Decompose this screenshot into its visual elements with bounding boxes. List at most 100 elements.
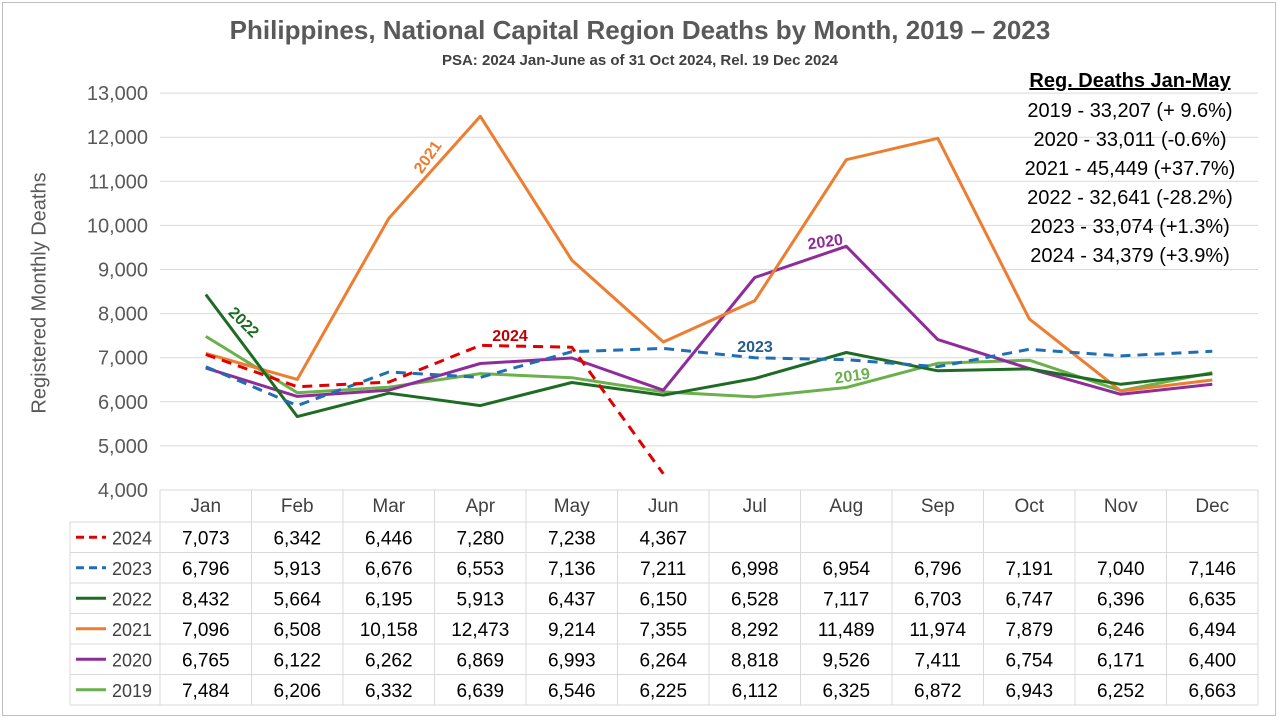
table-series-name: 2020	[112, 650, 152, 670]
table-cell: 7,040	[1097, 559, 1145, 580]
table-cell: 7,146	[1188, 559, 1236, 580]
y-tick-label: 6,000	[98, 392, 148, 414]
x-tick-label: Dec	[1195, 496, 1229, 517]
series-annotation-2024: 2024	[492, 328, 528, 345]
table-cell: 6,639	[456, 681, 504, 702]
table-cell: 7,096	[182, 620, 230, 641]
x-tick-label: Oct	[1014, 496, 1044, 517]
table-cell: 6,246	[1097, 620, 1145, 641]
series-line-2023	[205, 346, 1213, 408]
table-cell: 7,355	[639, 620, 687, 641]
table-cell: 6,252	[1097, 681, 1145, 702]
table-cell: 7,191	[1005, 559, 1053, 580]
table-cell: 6,437	[548, 589, 596, 610]
table-cell: 6,332	[365, 681, 413, 702]
table-series-name: 2021	[112, 620, 152, 640]
summary-item-2020: 2020 - 33,011 (-0.6%)	[1033, 129, 1227, 151]
table-cell: 6,206	[273, 681, 321, 702]
table-series-name: 2024	[112, 528, 152, 548]
y-tick-label: 8,000	[98, 304, 148, 326]
summary-item-2021: 2021 - 45,449 (+37.7%)	[1024, 158, 1236, 180]
table-cell: 4,367	[639, 528, 687, 549]
table-cell: 7,073	[182, 528, 230, 549]
table-cell: 6,869	[456, 650, 504, 671]
table-cell: 8,432	[182, 589, 230, 610]
series-annotation-2021: 2021	[411, 138, 445, 177]
table-cell: 6,342	[273, 528, 321, 549]
chart-title: Philippines, National Capital Region Dea…	[229, 15, 1051, 45]
table-cell: 6,703	[914, 589, 962, 610]
x-tick-label: May	[554, 496, 590, 517]
table-cell: 6,796	[914, 559, 962, 580]
y-tick-label: 11,000	[88, 171, 148, 193]
table-cell: 7,879	[1005, 620, 1053, 641]
table-cell: 6,122	[273, 650, 321, 671]
table-cell: 6,872	[914, 681, 962, 702]
table-cell: 6,553	[456, 559, 504, 580]
table-series-name: 2019	[112, 681, 152, 701]
table-cell: 10,158	[360, 620, 418, 641]
table-cell: 11,489	[818, 620, 875, 641]
table-cell: 6,954	[822, 559, 870, 580]
summary-box: Reg. Deaths Jan-May 2019 - 33,207 (+ 9.6…	[1000, 70, 1260, 271]
y-tick-label: 13,000	[87, 83, 148, 105]
table-cell: 6,396	[1097, 589, 1145, 610]
series-annotation-2023: 2023	[737, 339, 773, 356]
summary-item-2024: 2024 - 34,379 (+3.9%)	[1030, 245, 1230, 267]
table-cell: 6,754	[1005, 650, 1053, 671]
table-cell: 6,765	[182, 650, 230, 671]
table-cell: 6,112	[732, 681, 778, 702]
y-tick-label: 4,000	[98, 480, 148, 502]
y-tick-label: 9,000	[98, 260, 148, 282]
table-cell: 6,943	[1005, 681, 1053, 702]
table-cell: 6,264	[639, 650, 687, 671]
series-annotation-2019: 2019	[834, 366, 872, 388]
table-cell: 6,225	[639, 681, 687, 702]
x-tick-label: Jun	[648, 496, 679, 517]
summary-heading: Reg. Deaths Jan-May	[1029, 70, 1231, 92]
table-cell: 6,508	[273, 620, 321, 641]
x-tick-label: Jul	[743, 496, 767, 517]
table-cell: 5,664	[273, 589, 321, 610]
x-tick-label: Nov	[1104, 496, 1138, 517]
table-cell: 6,400	[1188, 650, 1236, 671]
table-cell: 6,171	[1097, 650, 1145, 671]
y-tick-label: 5,000	[98, 436, 148, 458]
table-cell: 6,325	[822, 681, 870, 702]
table-cell: 6,446	[365, 528, 413, 549]
x-tick-label: Sep	[921, 496, 955, 517]
table-cell: 7,238	[548, 528, 596, 549]
y-tick-label: 7,000	[98, 348, 148, 370]
chart-subtitle: PSA: 2024 Jan-June as of 31 Oct 2024, Re…	[441, 52, 839, 69]
table-cell: 6,195	[365, 589, 413, 610]
table-cell: 5,913	[456, 589, 504, 610]
table-cell: 7,136	[548, 559, 596, 580]
table-cell: 6,262	[365, 650, 413, 671]
table-cell: 8,818	[731, 650, 779, 671]
table-cell: 6,993	[548, 650, 596, 671]
table-cell: 9,526	[822, 650, 870, 671]
table-cell: 6,494	[1188, 620, 1236, 641]
table-cell: 6,635	[1188, 589, 1236, 610]
table-cell: 6,998	[731, 559, 779, 580]
table-cell: 9,214	[548, 620, 596, 641]
table-cell: 6,796	[182, 559, 230, 580]
table-cell: 6,676	[365, 559, 413, 580]
table-cell: 11,974	[909, 620, 966, 641]
table-cell: 7,484	[182, 681, 230, 702]
table-cell: 12,473	[451, 620, 509, 641]
summary-item-2022: 2022 - 32,641 (-28.2%)	[1027, 187, 1233, 209]
x-tick-label: Feb	[281, 496, 314, 517]
summary-item-2023: 2023 - 33,074 (+1.3%)	[1030, 216, 1230, 238]
y-tick-label: 10,000	[87, 215, 148, 237]
table-cell: 7,117	[823, 589, 869, 610]
table-cell: 7,411	[915, 650, 961, 671]
series-line-2021	[205, 114, 1213, 393]
series-line-2022	[204, 293, 1213, 419]
table-cell: 6,747	[1005, 589, 1053, 610]
series-annotation-2022: 2022	[225, 304, 262, 341]
table-cell: 5,913	[273, 559, 321, 580]
table-cell: 7,211	[640, 559, 686, 580]
